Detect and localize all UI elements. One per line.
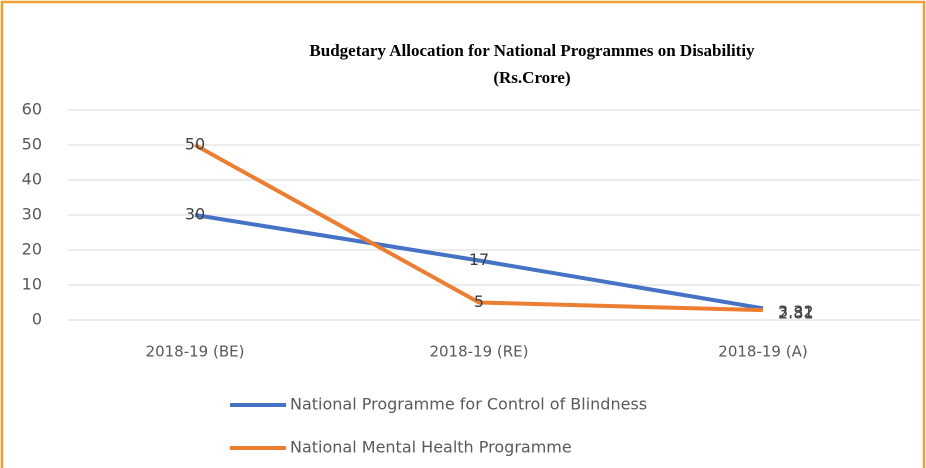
x-tick-label: 2018-19 (A) — [718, 343, 807, 361]
chart-subtitle: (Rs.Crore) — [493, 68, 570, 87]
legend-label: National Mental Health Programme — [290, 438, 572, 457]
series-line — [194, 143, 764, 313]
x-tick-label: 2018-19 (BE) — [146, 343, 245, 361]
legend-label: National Programme for Control of Blindn… — [290, 395, 647, 414]
data-label: 2.81 — [778, 304, 814, 323]
y-tick-label: 60 — [22, 100, 42, 119]
data-label: 17 — [469, 250, 489, 269]
data-label: 50 — [185, 135, 205, 154]
y-tick-label: 40 — [22, 170, 42, 189]
data-label: 5 — [474, 292, 484, 311]
y-tick-label: 20 — [22, 240, 42, 259]
x-tick-label: 2018-19 (RE) — [429, 343, 528, 361]
chart-title: Budgetary Allocation for National Progra… — [309, 41, 755, 60]
data-label: 3.32 — [778, 302, 814, 321]
data-label: 30 — [185, 205, 205, 224]
y-tick-label: 0 — [32, 310, 42, 329]
series-line — [194, 213, 764, 311]
y-tick-label: 10 — [22, 275, 42, 294]
y-tick-label: 50 — [22, 135, 42, 154]
y-tick-label: 30 — [22, 205, 42, 224]
